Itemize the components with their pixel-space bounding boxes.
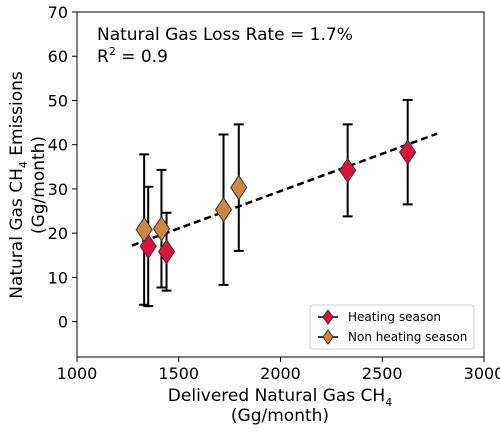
x-tick-label: 1500 <box>158 364 199 383</box>
y-tick-label: 20 <box>48 224 68 243</box>
y-tick-label: 30 <box>48 180 68 199</box>
y-axis-label: (Gg/month) <box>29 136 49 234</box>
fit-line <box>131 132 438 247</box>
x-tick-label: 1000 <box>57 364 98 383</box>
annotation: Natural Gas Loss Rate = 1.7% <box>97 25 353 45</box>
y-tick-label: 70 <box>48 3 68 22</box>
y-tick-label: 0 <box>58 313 68 332</box>
point <box>214 196 233 223</box>
y-tick-label: 60 <box>48 47 68 66</box>
y-tick-label: 40 <box>48 136 68 155</box>
y-tick-label: 50 <box>48 91 68 110</box>
legend-swatch <box>322 329 334 345</box>
point <box>157 238 176 265</box>
annotation: R2 = 0.9 <box>97 45 168 67</box>
legend-label: Non heating season <box>348 330 467 344</box>
x-tick-label: 2000 <box>260 364 301 383</box>
x-tick-label: 3000 <box>464 364 500 383</box>
point <box>339 157 357 184</box>
y-axis-label: Natural Gas CH4 Emissions <box>7 71 30 299</box>
point <box>399 139 417 166</box>
x-axis-label: Delivered Natural Gas CH4 <box>168 386 392 409</box>
x-axis-label: (Gg/month) <box>231 406 329 426</box>
x-tick-label: 2500 <box>362 364 403 383</box>
point <box>139 233 157 260</box>
legend <box>309 304 475 350</box>
legend-label: Heating season <box>348 310 441 324</box>
y-tick-label: 10 <box>48 268 68 287</box>
point <box>135 216 153 243</box>
legend-swatch <box>322 309 334 325</box>
point <box>230 174 248 201</box>
point <box>152 215 171 242</box>
